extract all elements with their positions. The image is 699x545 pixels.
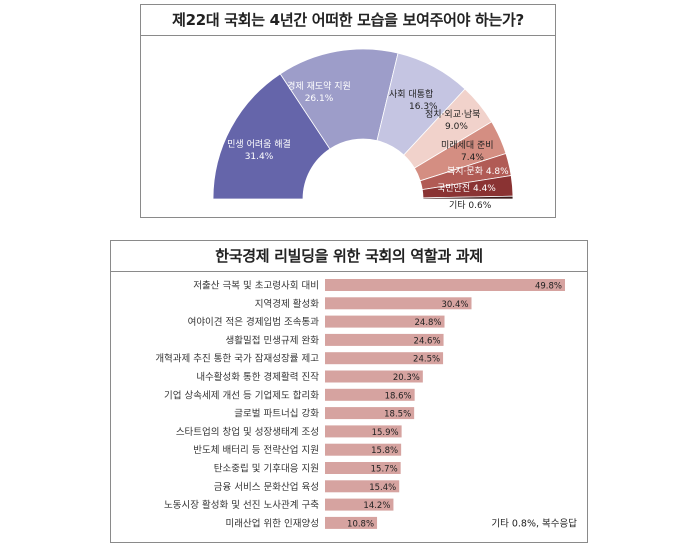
- bar-value-label: 15.8%: [371, 446, 398, 456]
- pie-chart-title: 제22대 국회는 4년간 어떠한 모습을 보여주어야 하는가?: [141, 5, 555, 36]
- bar: [325, 370, 423, 383]
- bar: [325, 480, 400, 493]
- pie-slice-label: 정치·외교·남북: [425, 108, 480, 120]
- bar-category-label: 탄소중립 및 기후대응 지원: [214, 463, 319, 475]
- bar-category-label: 지역경제 활성화: [255, 298, 319, 310]
- pie-slice-label: 미래세대 준비: [441, 140, 494, 151]
- bar-value-label: 18.6%: [385, 391, 412, 401]
- bar-value-label: 24.6%: [414, 336, 441, 346]
- bar-value-label: 10.8%: [347, 519, 374, 529]
- bar: [325, 462, 401, 474]
- pie-slice-label: 국민안전 4.4%: [437, 183, 496, 194]
- bar-category-label: 개혁과제 추진 통한 국가 잠재성장률 제고: [155, 354, 319, 365]
- bar-series: 저출산 극복 및 초고령사회 대비 49.8% 지역경제 활성화 30.4% 여야이견 …: [155, 279, 565, 529]
- bar: [325, 279, 565, 291]
- bar-value-label: 24.8%: [415, 318, 442, 328]
- bar: [325, 297, 472, 310]
- pie-slice-label: 기타 0.6%: [449, 200, 492, 211]
- bar-category-label: 반도체 배터리 등 전략산업 지원: [193, 444, 319, 456]
- pie-slice-label: 복지·문화 4.8%: [447, 166, 509, 177]
- pie-slice-label: 사회 대통합: [389, 89, 433, 100]
- bar-category-label: 생활밀접 민생규제 완화: [226, 334, 320, 346]
- bar: [325, 443, 402, 456]
- bar: [325, 498, 394, 511]
- pie-chart-panel: 제22대 국회는 4년간 어떠한 모습을 보여주어야 하는가? 민생 어려움 해…: [140, 4, 556, 218]
- bar-value-label: 14.2%: [363, 501, 390, 511]
- pie-chart: 민생 어려움 해결 31.4% 경제 재도약 지원 26.1% 사회 대통합 16.3%정…: [212, 48, 514, 211]
- bar-chart-panel: 한국경제 리빌딩을 위한 국회의 역할과 과제 저출산 극복 및 초고령사회 대…: [110, 240, 588, 543]
- pie-slice-value: 31.4%: [245, 152, 274, 162]
- bar: [325, 407, 415, 420]
- bar-category-label: 내수활성화 통한 경제활력 진작: [196, 371, 319, 383]
- bar: [325, 352, 444, 365]
- bar-category-label: 미래산업 위한 인재양성: [226, 517, 319, 529]
- bar-value-label: 15.7%: [371, 465, 398, 475]
- bar: [325, 516, 378, 529]
- bar-value-label: 15.4%: [369, 483, 396, 493]
- bar-value-label: 20.3%: [393, 373, 420, 383]
- bar-value-label: 49.8%: [535, 282, 562, 292]
- bar-chart-note: 기타 0.8%, 복수응답: [491, 517, 577, 529]
- bar-category-label: 스타트업의 창업 및 성장생태계 조성: [176, 426, 319, 438]
- pie-slice-value: 16.3%: [409, 102, 438, 112]
- bar-category-label: 금융 서비스 문화산업 육성: [214, 481, 319, 493]
- bar-value-label: 24.5%: [413, 355, 440, 365]
- pie-labels: 민생 어려움 해결 31.4% 경제 재도약 지원 26.1% 사회 대통합 16.3%정…: [227, 80, 509, 211]
- bar-category-label: 저출산 극복 및 초고령사회 대비: [193, 280, 319, 292]
- pie-slice-value: 7.4%: [461, 153, 484, 163]
- pie-slice: [279, 48, 399, 150]
- pie-slices: [212, 48, 514, 200]
- pie-slice: [422, 195, 514, 200]
- bar-category-label: 노동시장 활성화 및 선진 노사관계 구축: [164, 499, 319, 511]
- pie-slice-value: 9.0%: [445, 122, 468, 132]
- bar-category-label: 여야이견 적은 경제입법 조속통과: [188, 316, 320, 328]
- bar-value-label: 15.9%: [372, 428, 399, 438]
- bar-chart-title: 한국경제 리빌딩을 위한 국회의 역할과 과제: [111, 241, 587, 272]
- bar-category-label: 기업 상속세제 개선 등 기업제도 합리화: [164, 389, 319, 401]
- pie-slice-value: 26.1%: [305, 94, 334, 104]
- bar: [325, 425, 402, 438]
- bar: [325, 315, 445, 328]
- bar: [325, 388, 415, 401]
- bar: [325, 333, 444, 346]
- bar-category-label: 글로벌 파트너십 강화: [234, 409, 319, 420]
- bar-chart: 저출산 극복 및 초고령사회 대비 49.8% 지역경제 활성화 30.4% 여야이견 …: [155, 279, 577, 529]
- pie-slice-label: 민생 어려움 해결: [227, 139, 291, 150]
- bar-value-label: 18.5%: [384, 410, 411, 420]
- pie-slice-label: 경제 재도약 지원: [287, 80, 351, 92]
- bar-value-label: 30.4%: [441, 300, 468, 310]
